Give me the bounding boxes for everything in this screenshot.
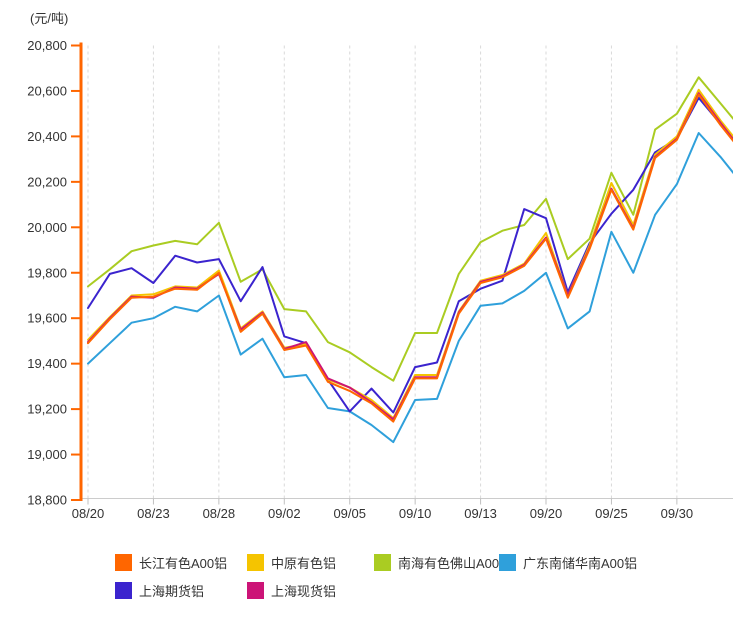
x-tick-label: 09/25 <box>595 506 628 521</box>
legend-item-5[interactable]: 上海现货铝 <box>247 581 336 600</box>
legend-swatch-icon <box>499 554 516 571</box>
series-line-4 <box>87 96 733 414</box>
legend-item-label: 中原有色铝 <box>271 556 337 571</box>
y-tick-label: 19,800 <box>27 265 67 280</box>
y-tick-label: 19,400 <box>27 356 67 371</box>
legend-item-label: 南海有色佛山A00铝 <box>398 556 513 571</box>
series-line-5 <box>87 92 733 421</box>
y-tick-label: 19,000 <box>27 447 67 462</box>
line-chart-svg: 08/20 08/23 08/28 09/02 09/05 09/10 09/13 09/20… <box>27 38 733 521</box>
legend-item-0[interactable]: 长江有色A00铝 <box>115 553 227 572</box>
y-tick-label: 19,200 <box>27 402 67 417</box>
legend-item-label: 上海期货铝 <box>139 584 205 599</box>
legend-swatch-icon <box>115 582 132 599</box>
y-tick-label: 20,400 <box>27 129 67 144</box>
legend-item-label: 上海现货铝 <box>271 584 337 599</box>
legend-swatch-icon <box>115 554 132 571</box>
series-line-0 <box>87 93 733 423</box>
x-tick-label: 08/20 <box>72 506 105 521</box>
series-line-1 <box>87 88 733 420</box>
y-tick-label: 20,000 <box>27 220 67 235</box>
x-tick-label: 09/02 <box>268 506 301 521</box>
x-tick-label: 09/30 <box>661 506 694 521</box>
legend-swatch-icon <box>247 582 264 599</box>
legend-swatch-icon <box>247 554 264 571</box>
legend-item-2[interactable]: 南海有色佛山A00铝 <box>374 553 512 572</box>
x-tick-label: 08/28 <box>203 506 236 521</box>
x-tick-label: 09/13 <box>464 506 497 521</box>
y-tick-label: 20,200 <box>27 174 67 189</box>
y-tick-label: 18,800 <box>27 493 67 508</box>
y-axis-unit-label: (元/吨) <box>30 11 69 26</box>
legend-item-3[interactable]: 广东南储华南A00铝 <box>499 553 637 572</box>
y-tick-label: 20,600 <box>27 83 67 98</box>
x-tick-label: 09/20 <box>530 506 563 521</box>
legend-item-1[interactable]: 中原有色铝 <box>247 553 336 572</box>
x-tick-label: 08/23 <box>137 506 170 521</box>
legend-swatch-icon <box>374 554 391 571</box>
legend-item-label: 长江有色A00铝 <box>139 556 228 571</box>
legend-item-4[interactable]: 上海期货铝 <box>115 581 204 600</box>
y-tick-label: 20,800 <box>27 38 67 53</box>
x-tick-label: 09/10 <box>399 506 432 521</box>
series-line-2 <box>87 76 733 382</box>
y-tick-label: 19,600 <box>27 311 67 326</box>
legend-item-label: 广东南储华南A00铝 <box>523 556 638 571</box>
series-line-3 <box>87 132 733 444</box>
x-tick-label: 09/05 <box>333 506 366 521</box>
